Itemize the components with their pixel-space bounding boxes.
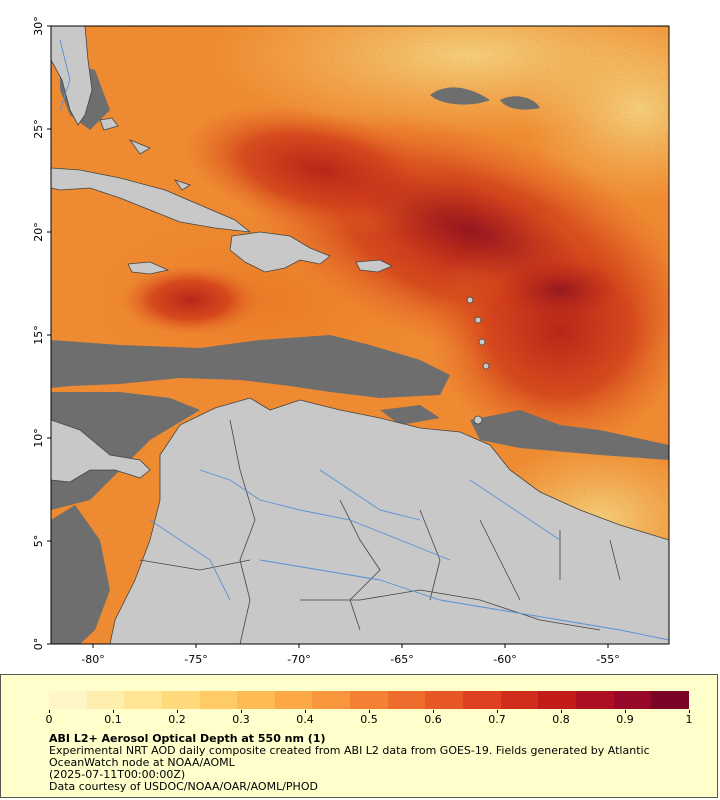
colorbar-tick-mark	[561, 710, 562, 713]
colorbar-cell	[312, 691, 351, 709]
lat-tick-label: 0°	[32, 638, 45, 651]
colorbar-tick-mark	[369, 710, 370, 713]
colorbar-tick-label: 0.9	[616, 713, 634, 726]
colorbar-cell	[425, 691, 464, 709]
longitude-axis: -80° -75° -70° -65° -60° -55°	[81, 644, 620, 666]
latitude-axis: 30° 25° 20° 15° 10° 5° 0°	[32, 16, 51, 650]
hispaniola-land	[229, 231, 331, 273]
lon-tick-label: -65°	[390, 653, 413, 666]
colorbar-tick-mark	[433, 710, 434, 713]
legend-credit: Data courtesy of USDOC/NOAA/OAR/AOML/PHO…	[49, 780, 318, 793]
colorbar-tick-mark	[113, 710, 114, 713]
cuba-land	[51, 167, 252, 233]
colorbar-cell	[463, 691, 501, 709]
colorbar-cell	[124, 691, 162, 709]
colorbar-cell	[274, 691, 313, 709]
colorbar-tick-label: 0.8	[552, 713, 570, 726]
colorbar-cell	[49, 691, 87, 709]
legend-text: ABI L2+ Aerosol Optical Depth at 550 nm …	[49, 733, 689, 793]
colorbar-cell	[387, 691, 426, 709]
colorbar-tick-label: 0.7	[488, 713, 506, 726]
colorbar-tick-label: 0	[45, 713, 53, 726]
legend-title: ABI L2+ Aerosol Optical Depth at 550 nm …	[49, 732, 326, 745]
country-borders	[139, 419, 621, 644]
lat-tick-label: 15°	[32, 325, 45, 345]
aod-map: -80° -75° -70° -65° -60° -55° 30° 25° 20° 15° 10°…	[32, 16, 670, 666]
colorbar-cell	[350, 691, 388, 709]
colorbar-cell	[575, 691, 614, 709]
lat-tick-label: 5°	[32, 535, 45, 548]
colorbar-cell	[199, 691, 238, 709]
colorbar-tick-mark	[241, 710, 242, 713]
colorbar-tick-label: 0.3	[232, 713, 250, 726]
lat-tick-label: 30°	[32, 16, 45, 36]
puerto-rico-land	[355, 259, 393, 273]
colorbar-tick-label: 1	[685, 713, 693, 726]
colorbar-tick-label: 0.5	[360, 713, 378, 726]
colorbar-tick-mark	[49, 710, 50, 713]
colorbar	[49, 691, 689, 709]
colorbar-tick-mark	[497, 710, 498, 713]
colorbar-cell	[237, 691, 275, 709]
central-america-land	[51, 419, 151, 483]
colorbar-tick-labels: 0 0.1 0.2 0.3 0.4 0.5 0.6 0.7 0.8 0.9 1	[45, 713, 693, 727]
land	[51, 26, 669, 644]
lat-tick-label: 10°	[32, 428, 45, 448]
legend-panel: 0 0.1 0.2 0.3 0.4 0.5 0.6 0.7 0.8 0.9 1 ABI L2+ Ae…	[0, 674, 718, 798]
colorbar-tick-label: 0.6	[424, 713, 442, 726]
legend-description: Experimental NRT AOD daily composite cre…	[49, 744, 650, 769]
lon-tick-label: -70°	[287, 653, 310, 666]
colorbar-cell	[651, 691, 689, 709]
colorbar-tick-mark	[305, 710, 306, 713]
legend-timestamp: (2025-07-11T00:00:00Z)	[49, 768, 186, 781]
rivers	[59, 39, 669, 641]
colorbar-tick-label: 0.4	[296, 713, 314, 726]
lon-tick-label: -55°	[596, 653, 619, 666]
colorbar-cell	[161, 691, 200, 709]
lon-tick-label: -80°	[81, 653, 104, 666]
lon-tick-label: -60°	[493, 653, 516, 666]
jamaica-land	[127, 261, 170, 275]
south-america-land	[109, 397, 669, 644]
lat-tick-label: 20°	[32, 222, 45, 242]
colorbar-cell	[613, 691, 652, 709]
colorbar-cell	[86, 691, 125, 709]
colorbar-tick-mark	[177, 710, 178, 713]
lat-tick-label: 25°	[32, 119, 45, 139]
colorbar-tick-label: 0.1	[104, 713, 122, 726]
lon-tick-label: -75°	[184, 653, 207, 666]
colorbar-cell	[538, 691, 576, 709]
florida-land	[51, 26, 93, 126]
aod-field	[51, 26, 669, 644]
colorbar-tick-label: 0.2	[168, 713, 186, 726]
colorbar-tick-mark	[689, 710, 690, 713]
colorbar-tick-mark	[625, 710, 626, 713]
colorbar-cell	[500, 691, 539, 709]
